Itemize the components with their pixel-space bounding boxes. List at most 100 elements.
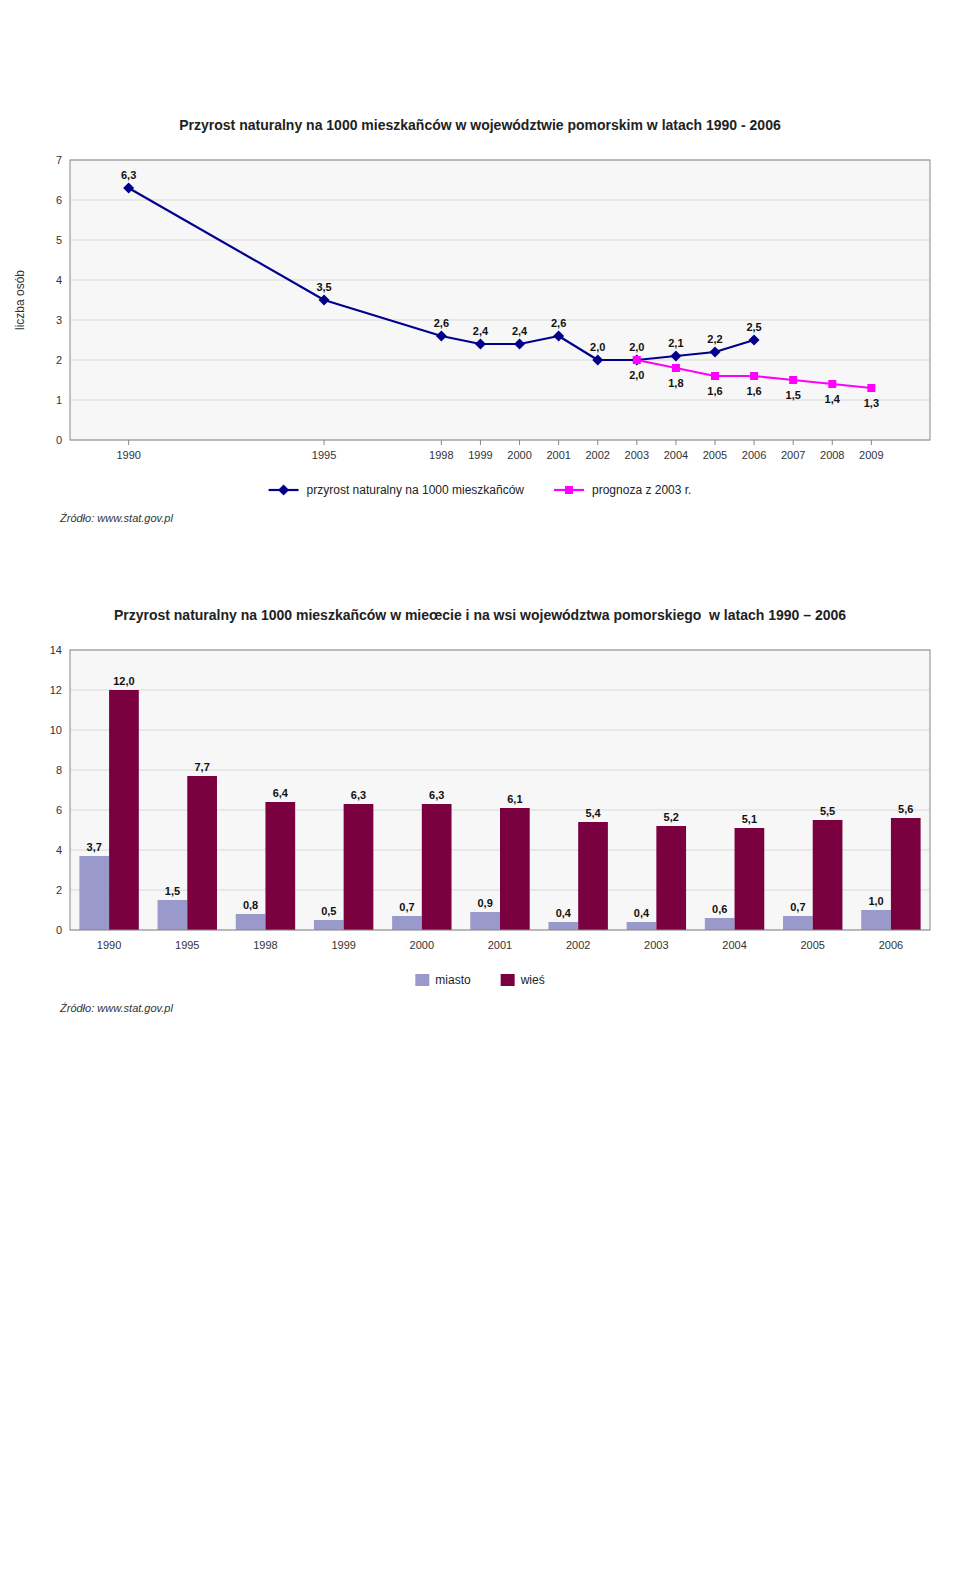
point	[711, 372, 719, 380]
data-label: 2,4	[512, 325, 528, 337]
point	[828, 380, 836, 388]
plot-area	[70, 650, 930, 930]
x-tick	[558, 440, 559, 445]
chart-title: Przyrost naturalny na 1000 mieszkañców w…	[114, 607, 846, 623]
data-label: 5,1	[742, 813, 757, 825]
bar	[705, 918, 735, 930]
legend: miastowieś	[415, 973, 544, 987]
bar	[109, 690, 139, 930]
bar	[187, 776, 217, 930]
data-label: 5,2	[664, 811, 679, 823]
bar	[344, 804, 374, 930]
point	[633, 356, 641, 364]
chart-canvas: Przyrost naturalny na 1000 mieszkañców w…	[0, 0, 960, 1569]
legend-label: prognoza z 2003 r.	[592, 483, 691, 497]
point	[789, 376, 797, 384]
data-label: 2,0	[629, 369, 644, 381]
series-line	[637, 360, 872, 388]
data-label: 0,5	[321, 905, 336, 917]
legend-swatch	[415, 974, 429, 986]
bar	[813, 820, 843, 930]
grid-line	[70, 320, 930, 321]
bar	[314, 920, 344, 930]
data-labels: 3,71,50,80,50,70,90,40,40,60,71,012,07,7…	[87, 675, 914, 919]
chart-title: Przyrost naturalny na 1000 mieszkañców w…	[179, 117, 781, 133]
bar	[392, 916, 422, 930]
legend-label: przyrost naturalny na 1000 mieszkañców	[307, 483, 525, 497]
plot-area	[70, 160, 930, 440]
y-tick-label: 0	[56, 924, 62, 936]
y-tick-label: 12	[50, 684, 62, 696]
bar	[578, 822, 608, 930]
x-tick-label: 1995	[312, 449, 336, 461]
data-label: 2,4	[473, 325, 489, 337]
x-tick-label: 1998	[429, 449, 453, 461]
page: {"chart_data": [ {"type": "line", "title…	[0, 0, 960, 1569]
x-tick	[754, 440, 755, 445]
point	[750, 372, 758, 380]
x-tick-label: 2003	[644, 939, 668, 951]
data-label: 1,0	[868, 895, 883, 907]
plot-frame	[70, 650, 930, 930]
grid-line	[70, 280, 930, 281]
data-label: 6,3	[351, 789, 366, 801]
point	[319, 295, 330, 306]
point	[553, 331, 564, 342]
legend: przyrost naturalny na 1000 mieszkañców pr…	[269, 483, 692, 497]
legend-label: wieś	[520, 973, 545, 987]
data-label: 2,0	[629, 341, 644, 353]
data-label: 1,3	[864, 397, 879, 409]
data-label: 6,1	[507, 793, 522, 805]
data-label: 5,6	[898, 803, 913, 815]
data-label: 6,4	[273, 787, 289, 799]
data-label: 3,7	[87, 841, 102, 853]
x-tick-label: 2009	[859, 449, 883, 461]
x-tick	[324, 440, 325, 445]
x-tick-label: 2006	[879, 939, 903, 951]
x-tick-label: 2005	[800, 939, 824, 951]
marks	[79, 690, 920, 930]
data-label: 5,5	[820, 805, 835, 817]
point	[672, 364, 680, 372]
point	[867, 384, 875, 392]
data-label: 5,4	[585, 807, 601, 819]
y-tick-label: 2	[56, 354, 62, 366]
legend-swatch	[501, 974, 515, 986]
data-label: 1,5	[786, 389, 801, 401]
bar	[783, 916, 813, 930]
data-label: 0,7	[790, 901, 805, 913]
x-tick-label: 1990	[97, 939, 121, 951]
data-label: 0,8	[243, 899, 258, 911]
chart-bar: Przyrost naturalny na 1000 mieszkañców w…	[50, 607, 930, 1014]
bar	[236, 914, 266, 930]
y-tick-label: 0	[56, 434, 62, 446]
x-tick-label: 2002	[585, 449, 609, 461]
data-label: 2,0	[590, 341, 605, 353]
point	[514, 339, 525, 350]
x-tick-label: 2004	[664, 449, 688, 461]
bar	[265, 802, 295, 930]
x-tick	[128, 440, 129, 445]
point	[436, 331, 447, 342]
x-tick-label: 2002	[566, 939, 590, 951]
data-label: 0,9	[477, 897, 492, 909]
y-tick-label: 10	[50, 724, 62, 736]
bar	[79, 856, 109, 930]
x-tick	[871, 440, 872, 445]
x-tick-label: 2000	[507, 449, 531, 461]
bar	[548, 922, 578, 930]
bar	[861, 910, 891, 930]
point	[631, 355, 642, 366]
point	[475, 339, 486, 350]
grid-line	[70, 240, 930, 241]
annotation: Źródło: www.stat.gov.pl	[59, 1002, 173, 1014]
point	[670, 351, 681, 362]
y-tick-label: 14	[50, 644, 62, 656]
annotation: Źródło: www.stat.gov.pl	[59, 512, 173, 524]
data-label: 1,6	[746, 385, 761, 397]
data-labels: 6,33,52,62,42,42,62,02,02,12,22,52,01,81…	[121, 169, 879, 409]
data-label: 2,2	[707, 333, 722, 345]
x-tick	[793, 440, 794, 445]
bar	[735, 828, 765, 930]
y-tick-label: 8	[56, 764, 62, 776]
